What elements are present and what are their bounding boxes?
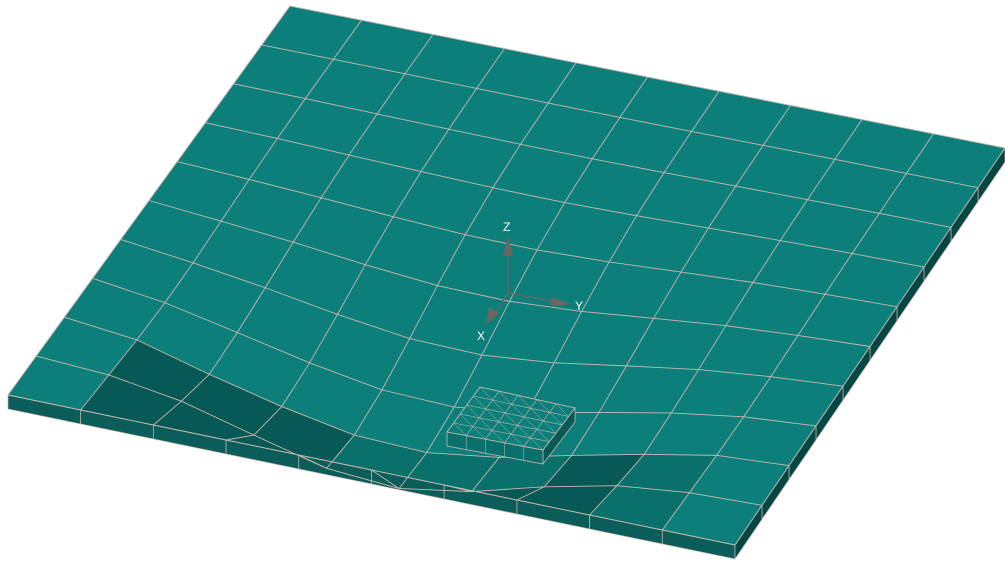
mesh-line xyxy=(7,5,291,396)
mesh-line xyxy=(589,119,863,516)
block-mesh-line xyxy=(530,408,544,422)
block-mesh-line xyxy=(466,404,563,426)
block-mesh-line xyxy=(453,422,467,436)
block-mesh-line xyxy=(473,395,487,410)
z-axis-arrowhead xyxy=(503,236,513,256)
y-axis-line xyxy=(507,292,557,303)
block-mesh-line xyxy=(517,395,531,409)
block-mesh-line xyxy=(536,429,550,442)
block-mesh-line xyxy=(536,399,550,413)
x-axis-line xyxy=(493,292,509,316)
mesh-line xyxy=(298,62,577,469)
mesh-line xyxy=(153,34,434,426)
mesh-line xyxy=(80,19,362,411)
block-mesh-line xyxy=(466,404,480,419)
block-mesh-line xyxy=(473,395,569,417)
mesh-line xyxy=(226,48,505,441)
x-axis-arrowhead xyxy=(486,307,499,325)
y-axis-label: Y xyxy=(575,299,583,313)
block-mesh-line xyxy=(542,407,576,451)
block-mesh-line xyxy=(446,431,544,451)
block-mesh-line xyxy=(530,437,544,451)
block-mesh-line xyxy=(523,416,537,430)
block-mesh-line xyxy=(460,413,556,434)
tet-mesh-block xyxy=(446,386,576,466)
block-mesh-line xyxy=(479,417,493,431)
block-mesh-line xyxy=(504,399,538,443)
block-mesh-line xyxy=(517,425,531,439)
block-mesh-line xyxy=(460,413,473,427)
block-mesh-line xyxy=(510,433,524,447)
plate-top-faces xyxy=(7,5,1005,546)
block-mesh-line xyxy=(504,412,518,426)
block-mesh-line xyxy=(479,386,493,401)
block-mesh-line xyxy=(511,403,525,418)
coordinate-triad: Z Y X xyxy=(477,220,583,343)
y-axis-arrowhead xyxy=(551,297,571,307)
z-axis-label: Z xyxy=(503,220,510,234)
block-mesh-line xyxy=(542,420,556,434)
x-axis-label: X xyxy=(477,329,485,343)
block-mesh-line xyxy=(453,422,550,442)
mesh-line xyxy=(734,147,1005,546)
block-mesh-line xyxy=(485,408,499,422)
block-mesh-line xyxy=(485,395,519,440)
mesh-grid-lines xyxy=(7,5,1005,546)
block-mesh-line xyxy=(479,386,576,409)
mesh-line xyxy=(661,133,934,531)
block-mesh-line xyxy=(555,403,569,417)
mesh-line xyxy=(444,90,720,493)
block-mesh-line xyxy=(446,386,481,433)
block-mesh-line xyxy=(472,426,486,440)
block-mesh-line xyxy=(492,399,506,414)
block-mesh-line xyxy=(523,403,557,447)
block-mesh-line xyxy=(491,430,505,443)
mesh-line xyxy=(371,76,648,490)
block-mesh-line xyxy=(549,412,563,425)
block-mesh-line xyxy=(465,391,500,436)
mesh-line xyxy=(516,105,791,501)
block-mesh-line xyxy=(498,391,512,405)
block-mesh-line xyxy=(498,421,512,435)
